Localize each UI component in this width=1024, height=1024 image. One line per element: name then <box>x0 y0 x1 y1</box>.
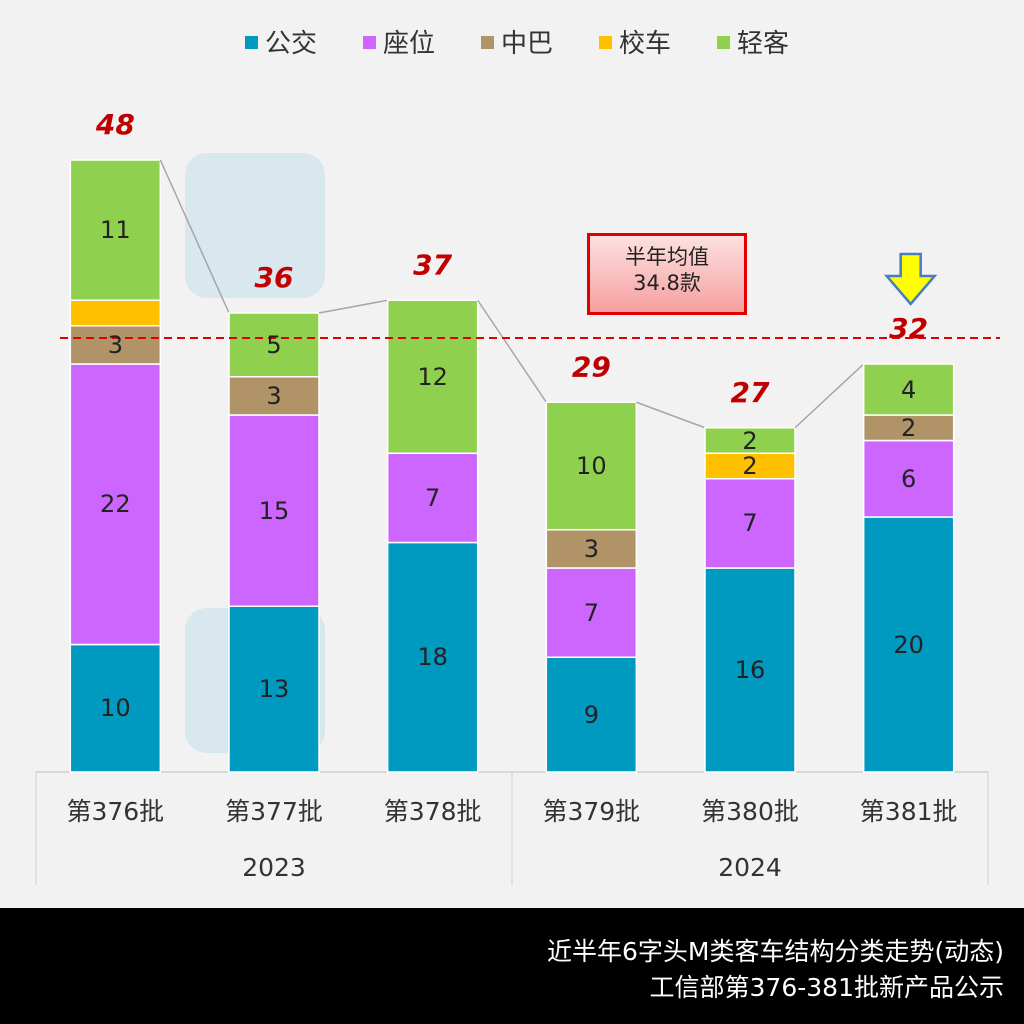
legend-swatch <box>245 36 258 49</box>
bar-segment-座位 <box>862 439 955 518</box>
bar-segment-轻客 <box>545 401 638 531</box>
average-annotation: 半年均值 34.8款 <box>587 233 747 315</box>
x-tick-label: 第378批 <box>384 797 482 826</box>
bar-segment-中巴 <box>228 376 320 416</box>
bar-segment-公交 <box>704 567 796 773</box>
x-group-label: 2024 <box>718 853 782 882</box>
bar-segment-座位 <box>704 478 796 569</box>
footer-title: 近半年6字头M类客车结构分类走势(动态) <box>547 937 1004 966</box>
bar-segment-中巴 <box>69 325 162 365</box>
total-label: 48 <box>95 108 135 141</box>
legend-swatch <box>363 36 376 49</box>
x-tick-label: 第381批 <box>860 797 958 826</box>
bar-segment-座位 <box>228 414 320 607</box>
bar-segment-轻客 <box>704 427 796 454</box>
bar-segment-中巴 <box>862 414 955 442</box>
bar-segment-轻客 <box>228 312 320 378</box>
footer: 近半年6字头M类客车结构分类走势(动态) 工信部第376-381批新产品公示 <box>0 908 1024 1024</box>
bar-segment-座位 <box>386 452 479 544</box>
series-line <box>318 299 388 314</box>
total-label: 27 <box>731 376 770 409</box>
series-line <box>477 299 547 403</box>
bar-segment-公交 <box>862 516 955 773</box>
legend-label: 中巴 <box>501 29 553 59</box>
total-label: 37 <box>413 248 452 281</box>
x-group-label: 2023 <box>242 853 306 882</box>
series-line <box>159 159 230 314</box>
legend-label: 校车 <box>619 29 671 59</box>
bar-segment-中巴 <box>545 529 638 569</box>
bar-segment-公交 <box>69 643 162 773</box>
legend-swatch <box>481 36 494 49</box>
watermark-logo <box>185 153 325 298</box>
x-tick-label: 第380批 <box>701 797 799 826</box>
total-label: 36 <box>255 261 294 294</box>
down-arrow-icon <box>883 252 938 306</box>
stacked-bar-chart: 公交 座位 中巴 校车 轻客 48 第376批 36 第377批 37 第378批 29 第379批 27… <box>35 29 1000 885</box>
legend-label: 轻客 <box>737 29 789 59</box>
series-line <box>636 401 706 429</box>
bar-segment-座位 <box>545 567 638 658</box>
x-tick-label: 第376批 <box>66 797 164 826</box>
average-label: 半年均值 <box>625 245 709 269</box>
bar-segment-校车 <box>69 299 162 327</box>
x-tick-label: 第379批 <box>542 797 640 826</box>
bar-segment-公交 <box>386 541 479 773</box>
x-tick-label: 第377批 <box>225 797 323 826</box>
legend-label: 公交 <box>265 29 317 59</box>
footer-subtitle: 工信部第376-381批新产品公示 <box>649 973 1004 1002</box>
legend-swatch <box>717 36 730 49</box>
bar-segment-座位 <box>69 363 162 646</box>
bar-segment-公交 <box>545 656 638 773</box>
average-value: 34.8款 <box>633 271 701 296</box>
series-line <box>794 363 865 429</box>
bar-segment-校车 <box>704 452 796 480</box>
legend-label: 座位 <box>383 29 435 59</box>
legend-swatch <box>599 36 612 49</box>
total-label: 32 <box>889 312 928 345</box>
bar-segment-轻客 <box>386 299 479 454</box>
total-label: 29 <box>572 350 611 383</box>
bar-segment-公交 <box>228 605 320 773</box>
bar-segment-轻客 <box>862 363 955 416</box>
bar-segment-轻客 <box>69 159 162 301</box>
